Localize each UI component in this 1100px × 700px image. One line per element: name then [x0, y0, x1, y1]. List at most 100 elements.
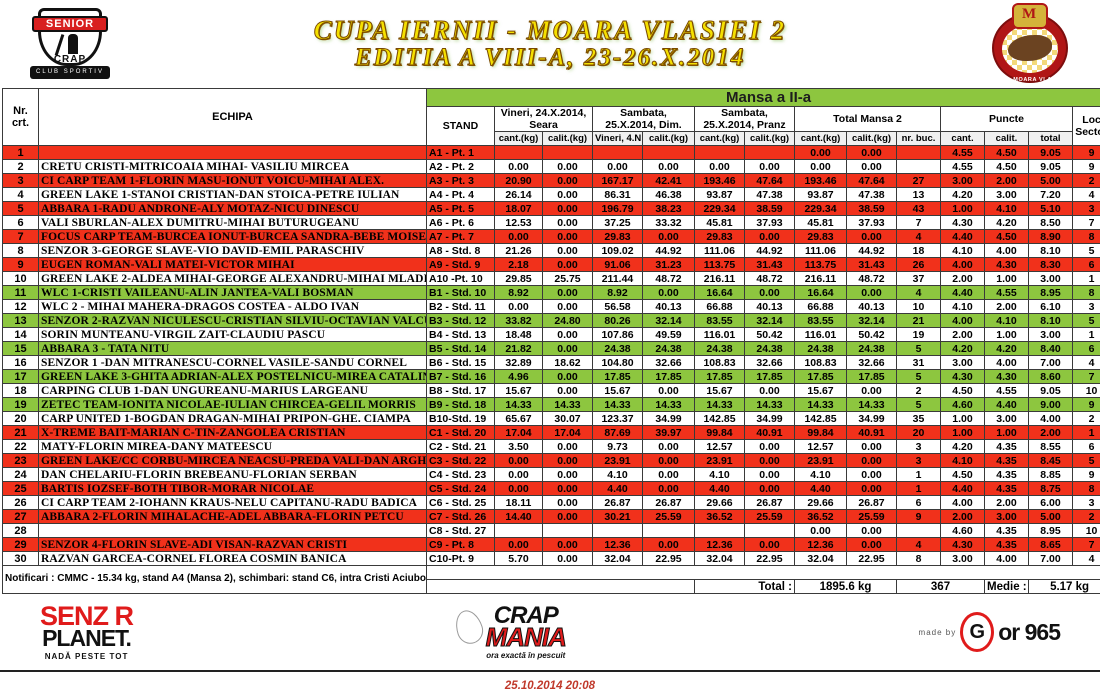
- cell-value-0: 8.92: [495, 286, 543, 300]
- cell-loc-sector: 5: [1073, 314, 1100, 328]
- cell-value-10: 4.30: [985, 370, 1029, 384]
- cell-value-6: 23.91: [795, 454, 847, 468]
- cell-value-4: 23.91: [695, 454, 745, 468]
- cell-value-3: 32.66: [643, 356, 695, 370]
- cell-value-1: 0.00: [543, 370, 593, 384]
- cell-stand: B2 - Std. 11: [427, 300, 495, 314]
- cell-value-1: 0.00: [543, 160, 593, 174]
- cell-value-8: 1: [897, 468, 941, 482]
- cell-stand: C3 - Std. 22: [427, 454, 495, 468]
- cell-stand: A7 - Pt. 7: [427, 230, 495, 244]
- cell-nr-crt: 29: [3, 538, 39, 552]
- cell-value-2: 30.21: [593, 510, 643, 524]
- cell-value-10: 3.00: [985, 412, 1029, 426]
- footer-notes: Notificari : CMMC - 15.34 kg, stand A4 (…: [3, 566, 427, 594]
- cell-value-8: 37: [897, 272, 941, 286]
- cell-value-9: 4.20: [941, 342, 985, 356]
- cell-value-7: 48.72: [847, 272, 897, 286]
- cell-nr-crt: 16: [3, 356, 39, 370]
- cell-value-1: 0.00: [543, 342, 593, 356]
- cell-value-4: 116.01: [695, 328, 745, 342]
- logo-senior-crap: SENIOR CRAP CLUB SPORTIV: [0, 4, 140, 84]
- cell-value-2: 109.02: [593, 244, 643, 258]
- header-unit-6: cant.(kg): [795, 132, 847, 146]
- cell-value-8: 2: [897, 384, 941, 398]
- cell-value-7: 0.00: [847, 482, 897, 496]
- cell-value-7: 0.00: [847, 146, 897, 160]
- cell-value-5: 0.00: [745, 286, 795, 300]
- cell-nr-crt: 25: [3, 482, 39, 496]
- cell-value-0: 0.00: [495, 454, 543, 468]
- cell-value-9: 1.00: [941, 202, 985, 216]
- header-unit-0: cant.(kg): [495, 132, 543, 146]
- cell-loc-sector: 7: [1073, 538, 1100, 552]
- cell-value-11: 9.05: [1029, 384, 1073, 398]
- cell-value-11: 8.40: [1029, 342, 1073, 356]
- cell-value-0: 32.89: [495, 356, 543, 370]
- cell-echipa: WLC 1-CRISTI VAILEANU-ALIN JANTEA-VALI B…: [39, 286, 427, 300]
- cell-value-11: 5.10: [1029, 202, 1073, 216]
- cell-stand: A4 - Pt. 4: [427, 188, 495, 202]
- cell-loc-sector: 3: [1073, 300, 1100, 314]
- cell-value-11: 8.90: [1029, 230, 1073, 244]
- cell-value-4: [695, 524, 745, 538]
- results-table-wrap: Nr. crt. ECHIPA Mansa a II-a STAND Viner…: [0, 88, 1100, 594]
- cell-value-5: 0.00: [745, 454, 795, 468]
- header-echipa: ECHIPA: [39, 89, 427, 146]
- cell-echipa: SENZOR 2-RAZVAN NICULESCU-CRISTIAN SILVI…: [39, 314, 427, 328]
- header-group-sambata-pranz: Sambata, 25.X.2014, Pranz: [695, 107, 795, 132]
- crest-label: LACUL MOARA VLASIEI 2: [988, 77, 1072, 83]
- cell-value-2: [593, 524, 643, 538]
- cell-value-8: 4: [897, 286, 941, 300]
- cell-value-8: 7: [897, 216, 941, 230]
- cell-value-0: 21.82: [495, 342, 543, 356]
- cell-value-6: 83.55: [795, 314, 847, 328]
- event-title-block: CUPA IERNII - MOARA VLASIEI 2 EDITIA A V…: [140, 17, 960, 70]
- results-table: Nr. crt. ECHIPA Mansa a II-a STAND Viner…: [2, 88, 1100, 594]
- cell-loc-sector: 6: [1073, 342, 1100, 356]
- cell-nr-crt: 7: [3, 230, 39, 244]
- cell-loc-sector: 4: [1073, 188, 1100, 202]
- cell-value-2: 23.91: [593, 454, 643, 468]
- cell-value-7: 34.99: [847, 412, 897, 426]
- sponsor-crap-mania: CRAP MANIA ora exactă în pescuit: [486, 604, 566, 660]
- cell-value-4: 83.55: [695, 314, 745, 328]
- cell-value-5: 40.13: [745, 300, 795, 314]
- cell-value-4: 4.10: [695, 468, 745, 482]
- cell-value-9: 1.00: [941, 426, 985, 440]
- cell-value-2: 87.69: [593, 426, 643, 440]
- angler-icon: [68, 34, 78, 54]
- cell-value-11: 5.00: [1029, 174, 1073, 188]
- cell-value-0: 0.00: [495, 300, 543, 314]
